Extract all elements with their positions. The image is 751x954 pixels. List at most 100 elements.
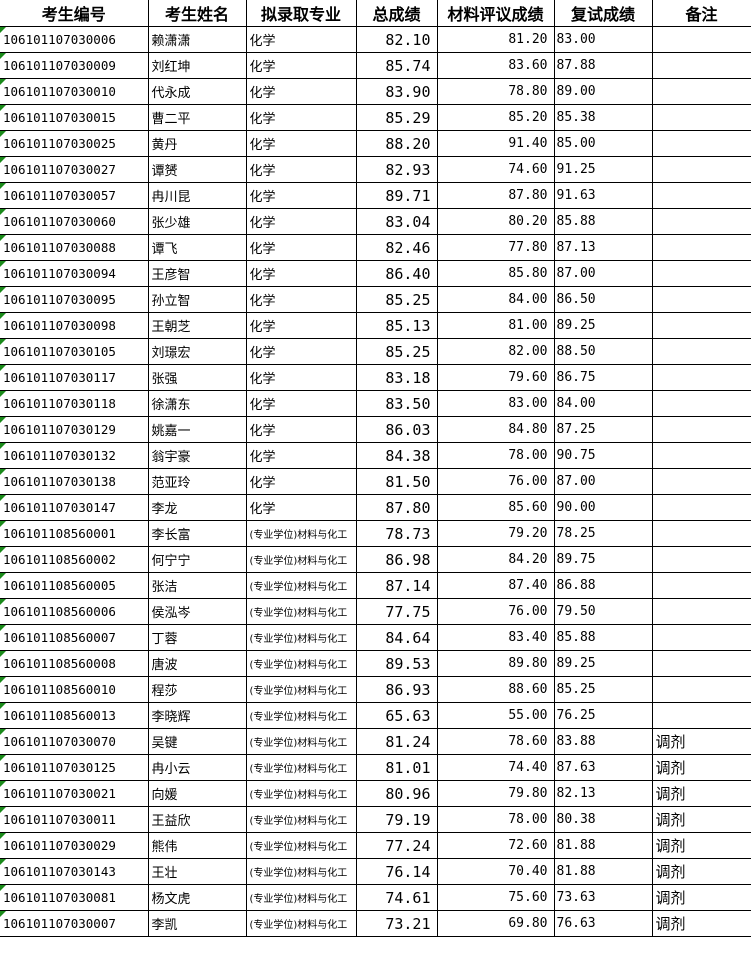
candidate-id-cell[interactable]: 106101107030143 bbox=[0, 858, 149, 885]
major-cell[interactable]: (专业学位)材料与化工 bbox=[245, 598, 357, 625]
candidate-name-cell[interactable]: 李长富 bbox=[147, 520, 247, 547]
candidate-id-cell[interactable]: 106101107030094 bbox=[0, 260, 149, 287]
material-score-cell[interactable]: 84.80 bbox=[436, 416, 555, 443]
total-score-cell[interactable]: 85.13 bbox=[355, 312, 438, 339]
retest-score-cell[interactable]: 76.25 bbox=[553, 702, 653, 729]
candidate-id-cell[interactable]: 106101107030009 bbox=[0, 52, 149, 79]
material-score-cell[interactable]: 74.60 bbox=[436, 156, 555, 183]
total-score-cell[interactable]: 65.63 bbox=[355, 702, 438, 729]
candidate-id-cell[interactable]: 106101107030015 bbox=[0, 104, 149, 131]
retest-score-cell[interactable]: 85.88 bbox=[553, 624, 653, 651]
header-total-score[interactable]: 总成绩 bbox=[355, 0, 438, 27]
note-cell[interactable] bbox=[651, 390, 751, 417]
candidate-id-cell[interactable]: 106101108560008 bbox=[0, 650, 149, 677]
candidate-name-cell[interactable]: 唐波 bbox=[147, 650, 247, 677]
note-cell[interactable] bbox=[651, 546, 751, 573]
note-cell[interactable]: 调剂 bbox=[651, 858, 751, 885]
candidate-id-cell[interactable]: 106101107030147 bbox=[0, 494, 149, 521]
note-cell[interactable] bbox=[651, 286, 751, 313]
major-cell[interactable]: 化学 bbox=[245, 442, 357, 469]
total-score-cell[interactable]: 87.14 bbox=[355, 572, 438, 599]
major-cell[interactable]: 化学 bbox=[245, 494, 357, 521]
note-cell[interactable] bbox=[651, 338, 751, 365]
major-cell[interactable]: (专业学位)材料与化工 bbox=[245, 650, 357, 677]
header-major[interactable]: 拟录取专业 bbox=[245, 0, 357, 27]
material-score-cell[interactable]: 79.60 bbox=[436, 364, 555, 391]
candidate-name-cell[interactable]: 侯泓岑 bbox=[147, 598, 247, 625]
candidate-id-cell[interactable]: 106101108560006 bbox=[0, 598, 149, 625]
note-cell[interactable]: 调剂 bbox=[651, 728, 751, 755]
retest-score-cell[interactable]: 83.88 bbox=[553, 728, 653, 755]
candidate-name-cell[interactable]: 李凯 bbox=[147, 910, 247, 937]
material-score-cell[interactable]: 82.00 bbox=[436, 338, 555, 365]
note-cell[interactable] bbox=[651, 78, 751, 105]
candidate-id-cell[interactable]: 106101107030088 bbox=[0, 234, 149, 261]
retest-score-cell[interactable]: 84.00 bbox=[553, 390, 653, 417]
retest-score-cell[interactable]: 86.75 bbox=[553, 364, 653, 391]
major-cell[interactable]: 化学 bbox=[245, 260, 357, 287]
note-cell[interactable] bbox=[651, 312, 751, 339]
material-score-cell[interactable]: 83.40 bbox=[436, 624, 555, 651]
material-score-cell[interactable]: 85.20 bbox=[436, 104, 555, 131]
retest-score-cell[interactable]: 89.25 bbox=[553, 312, 653, 339]
retest-score-cell[interactable]: 87.00 bbox=[553, 468, 653, 495]
note-cell[interactable]: 调剂 bbox=[651, 806, 751, 833]
candidate-id-cell[interactable]: 106101108560013 bbox=[0, 702, 149, 729]
material-score-cell[interactable]: 89.80 bbox=[436, 650, 555, 677]
candidate-name-cell[interactable]: 范亚玲 bbox=[147, 468, 247, 495]
note-cell[interactable] bbox=[651, 468, 751, 495]
retest-score-cell[interactable]: 80.38 bbox=[553, 806, 653, 833]
candidate-id-cell[interactable]: 106101107030138 bbox=[0, 468, 149, 495]
material-score-cell[interactable]: 75.60 bbox=[436, 884, 555, 911]
total-score-cell[interactable]: 83.50 bbox=[355, 390, 438, 417]
material-score-cell[interactable]: 88.60 bbox=[436, 676, 555, 703]
candidate-name-cell[interactable]: 李龙 bbox=[147, 494, 247, 521]
candidate-name-cell[interactable]: 王益欣 bbox=[147, 806, 247, 833]
note-cell[interactable] bbox=[651, 624, 751, 651]
candidate-id-cell[interactable]: 106101108560001 bbox=[0, 520, 149, 547]
note-cell[interactable] bbox=[651, 676, 751, 703]
note-cell[interactable]: 调剂 bbox=[651, 754, 751, 781]
total-score-cell[interactable]: 83.18 bbox=[355, 364, 438, 391]
candidate-name-cell[interactable]: 姚嘉一 bbox=[147, 416, 247, 443]
candidate-name-cell[interactable]: 张洁 bbox=[147, 572, 247, 599]
retest-score-cell[interactable]: 81.88 bbox=[553, 858, 653, 885]
candidate-name-cell[interactable]: 王朝芝 bbox=[147, 312, 247, 339]
note-cell[interactable] bbox=[651, 702, 751, 729]
total-score-cell[interactable]: 74.61 bbox=[355, 884, 438, 911]
total-score-cell[interactable]: 83.04 bbox=[355, 208, 438, 235]
major-cell[interactable]: 化学 bbox=[245, 130, 357, 157]
candidate-id-cell[interactable]: 106101108560002 bbox=[0, 546, 149, 573]
retest-score-cell[interactable]: 83.00 bbox=[553, 26, 653, 53]
total-score-cell[interactable]: 79.19 bbox=[355, 806, 438, 833]
candidate-name-cell[interactable]: 冉川昆 bbox=[147, 182, 247, 209]
candidate-id-cell[interactable]: 106101108560010 bbox=[0, 676, 149, 703]
material-score-cell[interactable]: 85.60 bbox=[436, 494, 555, 521]
major-cell[interactable]: (专业学位)材料与化工 bbox=[245, 832, 357, 859]
note-cell[interactable] bbox=[651, 442, 751, 469]
candidate-name-cell[interactable]: 杨文虎 bbox=[147, 884, 247, 911]
retest-score-cell[interactable]: 87.00 bbox=[553, 260, 653, 287]
candidate-id-cell[interactable]: 106101107030070 bbox=[0, 728, 149, 755]
major-cell[interactable]: 化学 bbox=[245, 234, 357, 261]
major-cell[interactable]: (专业学位)材料与化工 bbox=[245, 884, 357, 911]
material-score-cell[interactable]: 81.00 bbox=[436, 312, 555, 339]
major-cell[interactable]: (专业学位)材料与化工 bbox=[245, 702, 357, 729]
candidate-name-cell[interactable]: 王彦智 bbox=[147, 260, 247, 287]
candidate-name-cell[interactable]: 冉小云 bbox=[147, 754, 247, 781]
major-cell[interactable]: 化学 bbox=[245, 390, 357, 417]
candidate-id-cell[interactable]: 106101107030081 bbox=[0, 884, 149, 911]
candidate-name-cell[interactable]: 熊伟 bbox=[147, 832, 247, 859]
retest-score-cell[interactable]: 89.00 bbox=[553, 78, 653, 105]
candidate-name-cell[interactable]: 李晓辉 bbox=[147, 702, 247, 729]
candidate-name-cell[interactable]: 何宁宁 bbox=[147, 546, 247, 573]
major-cell[interactable]: 化学 bbox=[245, 26, 357, 53]
candidate-id-cell[interactable]: 106101107030117 bbox=[0, 364, 149, 391]
candidate-name-cell[interactable]: 张强 bbox=[147, 364, 247, 391]
major-cell[interactable]: (专业学位)材料与化工 bbox=[245, 572, 357, 599]
candidate-name-cell[interactable]: 程莎 bbox=[147, 676, 247, 703]
note-cell[interactable]: 调剂 bbox=[651, 780, 751, 807]
retest-score-cell[interactable]: 91.25 bbox=[553, 156, 653, 183]
header-retest-score[interactable]: 复试成绩 bbox=[553, 0, 653, 27]
total-score-cell[interactable]: 80.96 bbox=[355, 780, 438, 807]
